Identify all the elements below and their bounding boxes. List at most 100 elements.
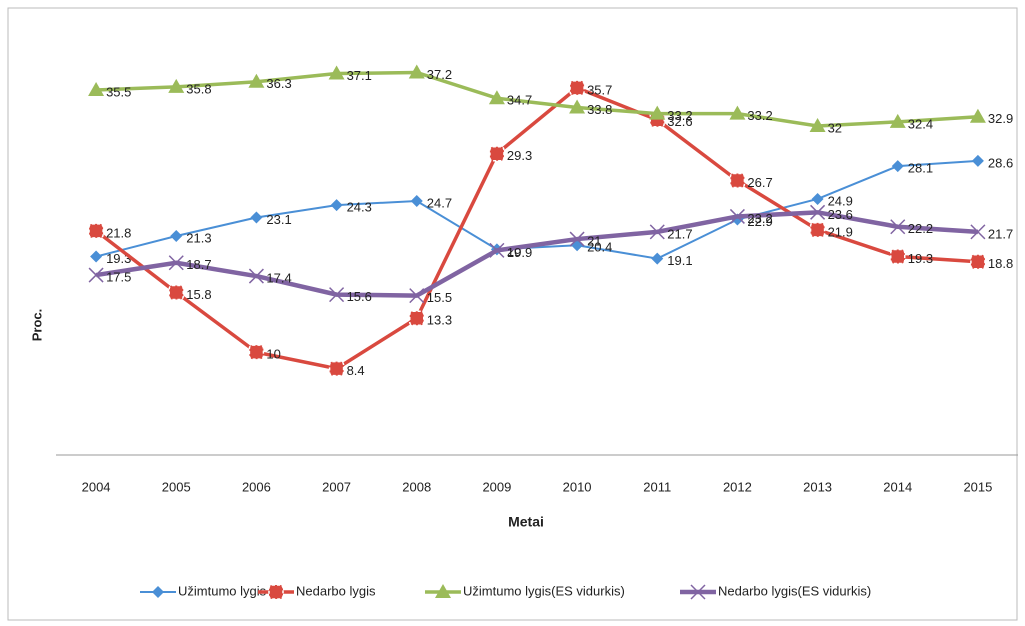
legend-label: Nedarbo lygis(ES vidurkis) [718,583,871,598]
data-label: 32.4 [908,116,933,131]
series-line [95,85,979,371]
data-point [649,224,665,240]
data-point [890,219,906,235]
data-point [250,211,263,224]
data-label: 15.5 [427,290,452,305]
x-tick-label: 2004 [82,479,111,494]
data-label: 21.7 [667,226,692,241]
legend-marker [268,584,284,600]
data-label: 19.1 [667,253,692,268]
data-point [88,267,104,283]
data-label: 36.3 [266,76,291,91]
x-tick-label: 2010 [563,479,592,494]
data-label: 21.7 [988,226,1013,241]
data-label: 24.9 [828,193,853,208]
data-label: 32 [828,120,842,135]
data-point [410,195,423,208]
data-label: 17.5 [106,269,131,284]
data-label: 29.3 [507,148,532,163]
data-point [729,172,746,189]
x-tick-label: 2012 [723,479,752,494]
series-line [95,210,979,298]
data-label: 32.9 [988,111,1013,126]
data-point [810,204,826,220]
data-point [489,145,505,162]
data-label: 21.9 [828,224,853,239]
data-point [970,253,986,270]
data-point [809,117,826,132]
data-point [330,199,343,212]
data-label: 24.3 [347,200,372,215]
data-point [88,81,105,96]
data-point [170,229,183,242]
legend-item: Užimtumo lygis [140,583,267,598]
data-point [889,113,906,128]
data-label: 26.7 [747,175,772,190]
data-label: 23.2 [747,211,772,226]
data-point [408,64,425,79]
x-tick-label: 2005 [162,479,191,494]
data-label: 28.6 [988,155,1013,170]
data-point [248,344,265,360]
data-label: 37.2 [427,67,452,82]
data-point [168,78,185,93]
data-label: 21 [587,234,601,249]
x-tick-label: 2008 [402,479,431,494]
data-point [809,222,826,238]
x-tick-label: 2011 [643,479,671,494]
data-label: 33.2 [747,108,772,123]
x-tick-label: 2013 [803,479,832,494]
data-label: 20.4 [587,240,612,255]
x-tick-label: 2006 [242,479,271,494]
data-label: 21.3 [186,230,211,245]
data-point [970,224,986,240]
data-point [248,73,265,88]
data-point [328,360,345,377]
data-label: 33.8 [587,102,612,117]
data-label: 24.7 [427,195,452,210]
x-tick-label: 2007 [322,479,351,494]
data-label: 15.8 [186,287,211,302]
x-axis-title: Metai [508,514,544,530]
data-point [651,252,664,265]
series-line [96,70,979,128]
data-point [729,208,745,224]
data-label: 19.3 [908,251,933,266]
data-point [168,255,184,271]
legend-label: Užimtumo lygis [178,583,267,598]
data-point [88,223,104,239]
data-label: 19.9 [507,245,532,260]
data-label: 15.6 [347,289,372,304]
series-line [95,159,978,260]
data-point [90,250,103,263]
data-label: 37.1 [347,68,372,83]
data-label: 33.2 [667,108,692,123]
data-point [971,154,984,167]
data-label: 22.2 [908,221,933,236]
data-point [168,284,184,301]
legend-marker [435,584,451,598]
x-tick-label: 2014 [883,479,912,494]
data-point [569,231,585,247]
data-label: 18.8 [988,256,1013,271]
data-point [569,80,585,96]
data-point [328,65,345,80]
data-point [409,310,425,326]
data-label: 17.4 [266,271,291,286]
legend-item: Užimtumo lygis(ES vidurkis) [425,583,625,598]
data-label: 34.7 [507,93,532,108]
chart-frame [7,7,1018,621]
data-point [488,90,505,105]
data-point [489,242,505,258]
data-label: 21.8 [106,225,131,240]
legend-label: Užimtumo lygis(ES vidurkis) [463,583,625,598]
data-point [569,99,586,114]
y-axis-title: Proc. [29,309,44,342]
data-point [811,192,824,205]
data-label: 23.6 [828,207,853,222]
data-label: 32.6 [667,114,692,129]
data-point [890,248,906,265]
legend-item: Nedarbo lygis [258,583,376,600]
data-point [248,268,264,284]
